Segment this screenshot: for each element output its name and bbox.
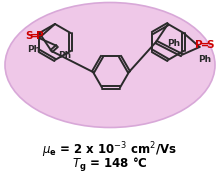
Text: $\mathit{T}_\mathregular{g}$ = 148 °C: $\mathit{T}_\mathregular{g}$ = 148 °C	[72, 156, 148, 174]
Text: P: P	[36, 31, 44, 41]
Text: Ph: Ph	[28, 46, 40, 54]
Text: $\mathit{\mu}_\mathregular{e}$ = 2 x 10$^{-3}$ cm$^{2}$/Vs: $\mathit{\mu}_\mathregular{e}$ = 2 x 10$…	[42, 140, 178, 160]
Text: =: =	[200, 40, 209, 50]
Ellipse shape	[5, 2, 215, 128]
Text: =: =	[30, 31, 38, 41]
Text: S: S	[25, 31, 33, 41]
Text: Ph: Ph	[167, 39, 180, 47]
Text: S: S	[206, 40, 213, 50]
Text: P: P	[195, 40, 202, 50]
Text: Ph: Ph	[59, 51, 72, 60]
Text: Ph: Ph	[198, 54, 211, 64]
